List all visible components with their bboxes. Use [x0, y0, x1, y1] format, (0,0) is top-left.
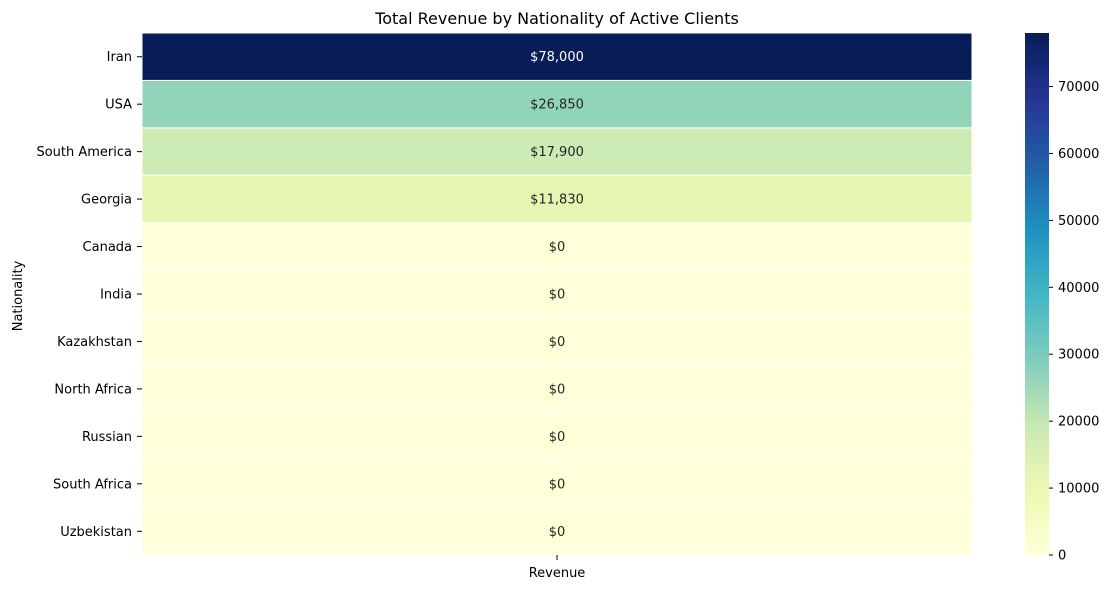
- colorbar-tick-label: 40000: [1058, 281, 1099, 296]
- cell-value-label: $0: [549, 477, 566, 492]
- colorbar-tick-label: 0: [1058, 549, 1066, 564]
- y-tick-label: North Africa: [54, 382, 132, 397]
- x-tick-label: Revenue: [529, 566, 586, 581]
- cell-value-label: $11,830: [530, 193, 584, 208]
- colorbar-gradient: [1025, 33, 1049, 555]
- colorbar: 0 10000 20000 30000 40000 50000 60000 70000: [1025, 33, 1099, 564]
- colorbar-tick-label: 50000: [1058, 214, 1099, 229]
- y-tick-label: Canada: [83, 240, 132, 255]
- heatmap-cell: [141, 222, 973, 271]
- heatmap-cell-labels: $78,000 $26,850 $17,900 $11,830 $0 $0 $0 $0 $0 $0…: [530, 50, 584, 540]
- heatmap-cell: [141, 269, 973, 319]
- colorbar-tick-label: 10000: [1058, 482, 1099, 497]
- y-tick-label: Iran: [107, 50, 132, 65]
- y-tick-label: Russian: [82, 430, 132, 445]
- colorbar-tick-label: 30000: [1058, 348, 1099, 363]
- cell-value-label: $0: [549, 288, 566, 303]
- cell-value-label: $78,000: [530, 50, 584, 65]
- y-tick-label: Uzbekistan: [60, 525, 132, 540]
- cell-value-label: $0: [549, 430, 566, 445]
- heatmap-cells: [141, 32, 973, 556]
- y-tick-label: South Africa: [53, 477, 132, 492]
- heatmap-cell: [141, 459, 973, 509]
- y-axis-ticks: Iran USA South America Georgia Canada India Ka…: [36, 50, 142, 540]
- y-tick-label: Kazakhstan: [57, 335, 132, 350]
- heatmap-cell: [141, 174, 973, 224]
- colorbar-tick-label: 70000: [1058, 80, 1099, 95]
- cell-value-label: $0: [549, 335, 566, 350]
- y-tick-label: India: [100, 288, 132, 303]
- y-axis-label: Nationality: [11, 260, 26, 331]
- cell-value-label: $0: [549, 525, 566, 540]
- heatmap-cell: [141, 507, 973, 556]
- cell-value-label: $17,900: [530, 145, 584, 160]
- heatmap-cell: [141, 79, 973, 129]
- colorbar-tick-label: 20000: [1058, 415, 1099, 430]
- chart-title: Total Revenue by Nationality of Active C…: [374, 9, 739, 28]
- y-tick-label: USA: [105, 98, 132, 113]
- x-axis-ticks: Revenue: [529, 555, 586, 581]
- colorbar-tick-label: 60000: [1058, 147, 1099, 162]
- cell-value-label: $26,850: [530, 98, 584, 113]
- cell-value-label: $0: [549, 382, 566, 397]
- cell-value-label: $0: [549, 240, 566, 255]
- heatmap-cell: [141, 127, 973, 176]
- y-tick-label: Georgia: [81, 193, 132, 208]
- y-tick-label: South America: [36, 145, 132, 160]
- heatmap-cell: [141, 32, 973, 81]
